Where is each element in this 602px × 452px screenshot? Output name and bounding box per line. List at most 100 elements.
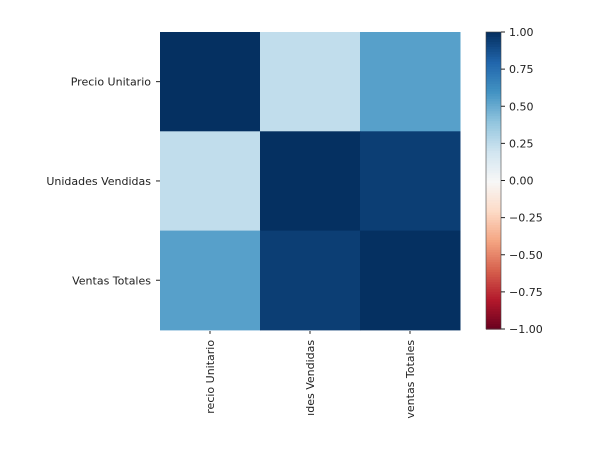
colorbar-segment <box>486 259 501 263</box>
colorbar-segment <box>486 304 501 308</box>
colorbar-segment <box>486 220 501 224</box>
colorbar-segment <box>486 98 501 102</box>
colorbar-segment <box>486 106 501 110</box>
colorbar-segment <box>486 175 501 179</box>
colorbar-segment <box>486 56 501 60</box>
heatmap-cell <box>360 230 461 331</box>
colorbar-segment <box>486 286 501 290</box>
colorbar-segment <box>486 59 501 63</box>
colorbar-segment <box>486 116 501 120</box>
colorbar-tick-label: 1.00 <box>509 26 534 39</box>
colorbar-segment <box>486 217 501 221</box>
colorbar-segment <box>486 160 501 164</box>
colorbar-segment <box>486 32 501 36</box>
colorbar-segment <box>486 145 501 149</box>
colorbar-segment <box>486 76 501 80</box>
colorbar-segment <box>486 242 501 246</box>
colorbar-segment <box>486 190 501 194</box>
colorbar-segment <box>486 113 501 117</box>
colorbar-segment <box>486 54 501 58</box>
colorbar-segment <box>486 93 501 97</box>
colorbar-segment <box>486 49 501 53</box>
heatmap-cell <box>160 230 261 331</box>
colorbar-segment <box>486 69 501 73</box>
colorbar-segment <box>486 143 501 147</box>
colorbar-segment <box>486 168 501 172</box>
colorbar-segment <box>486 83 501 88</box>
colorbar-segment <box>486 46 501 50</box>
colorbar <box>485 31 502 330</box>
heatmap-cell <box>360 32 461 132</box>
colorbar-segment <box>486 262 501 266</box>
colorbar-segment <box>486 225 501 229</box>
colorbar-segment <box>486 311 501 315</box>
colorbar-segment <box>486 150 501 154</box>
colorbar-segment <box>486 74 501 78</box>
colorbar-segment <box>486 135 501 140</box>
colorbar-segment <box>486 133 501 137</box>
colorbar-segment <box>486 81 501 85</box>
colorbar-segment <box>486 36 501 41</box>
colorbar-ticks: 1.00 0.75 0.50 0.25 0.00 −0.25 −0.50 −0.75 −1.00 <box>501 26 543 336</box>
colorbar-segment <box>486 123 501 127</box>
row-label: Ventas Totales <box>72 274 151 287</box>
colorbar-tick-label: 0.25 <box>509 137 534 150</box>
colorbar-segment <box>486 155 501 159</box>
heatmap-cell <box>360 131 461 232</box>
colorbar-segment <box>486 138 501 142</box>
colorbar-segment <box>486 279 501 283</box>
colorbar-tick-label: −0.50 <box>509 249 543 262</box>
colorbar-segment <box>486 148 501 152</box>
colorbar-segment <box>486 163 501 167</box>
colorbar-segment <box>486 103 501 107</box>
colorbar-segment <box>486 108 501 112</box>
row-labels: Precio Unitario Unidades Vendidas Ventas T… <box>46 76 160 287</box>
column-labels: recio Unitario ıdes Vendidas ventas Totale… <box>204 331 417 419</box>
colorbar-segment <box>486 232 501 236</box>
colorbar-segment <box>486 131 501 135</box>
colorbar-segment <box>486 247 501 251</box>
colorbar-segment <box>486 121 501 125</box>
colorbar-segment <box>486 111 501 115</box>
colorbar-segment <box>486 79 501 83</box>
colorbar-segment <box>486 237 501 241</box>
colorbar-segment <box>486 299 501 303</box>
row-label: Precio Unitario <box>71 76 152 89</box>
colorbar-segment <box>486 284 501 288</box>
heatmap-cell <box>260 131 361 232</box>
colorbar-segment <box>486 207 501 211</box>
column-label: ventas Totales <box>404 340 417 419</box>
colorbar-segment <box>486 165 501 169</box>
colorbar-segment <box>486 202 501 206</box>
colorbar-segment <box>486 197 501 201</box>
colorbar-segment <box>486 289 501 293</box>
heatmap-cell <box>160 32 261 132</box>
colorbar-tick-label: −0.25 <box>509 212 543 225</box>
colorbar-segment <box>486 210 501 214</box>
colorbar-segment <box>486 128 501 132</box>
colorbar-segment <box>486 170 501 174</box>
colorbar-segment <box>486 178 501 182</box>
colorbar-segment <box>486 254 501 258</box>
colorbar-segment <box>486 64 501 68</box>
colorbar-segment <box>486 118 501 122</box>
colorbar-segment <box>486 91 501 95</box>
colorbar-segment <box>486 306 501 310</box>
colorbar-tick-label: 0.75 <box>509 63 534 76</box>
column-label: ıdes Vendidas <box>304 340 317 416</box>
colorbar-segment <box>486 301 501 305</box>
colorbar-segment <box>486 86 501 90</box>
colorbar-segment <box>486 212 501 216</box>
colorbar-segment <box>486 291 501 295</box>
colorbar-segment <box>486 239 501 243</box>
colorbar-segment <box>486 88 501 92</box>
colorbar-segment <box>486 187 501 191</box>
colorbar-segment <box>486 180 501 184</box>
colorbar-segment <box>486 277 501 281</box>
colorbar-segment <box>486 244 501 248</box>
colorbar-tick-label: 0.00 <box>509 175 534 188</box>
colorbar-segment <box>486 257 501 261</box>
colorbar-segment <box>486 252 501 256</box>
colorbar-segment <box>486 140 501 144</box>
colorbar-segment <box>486 195 501 199</box>
